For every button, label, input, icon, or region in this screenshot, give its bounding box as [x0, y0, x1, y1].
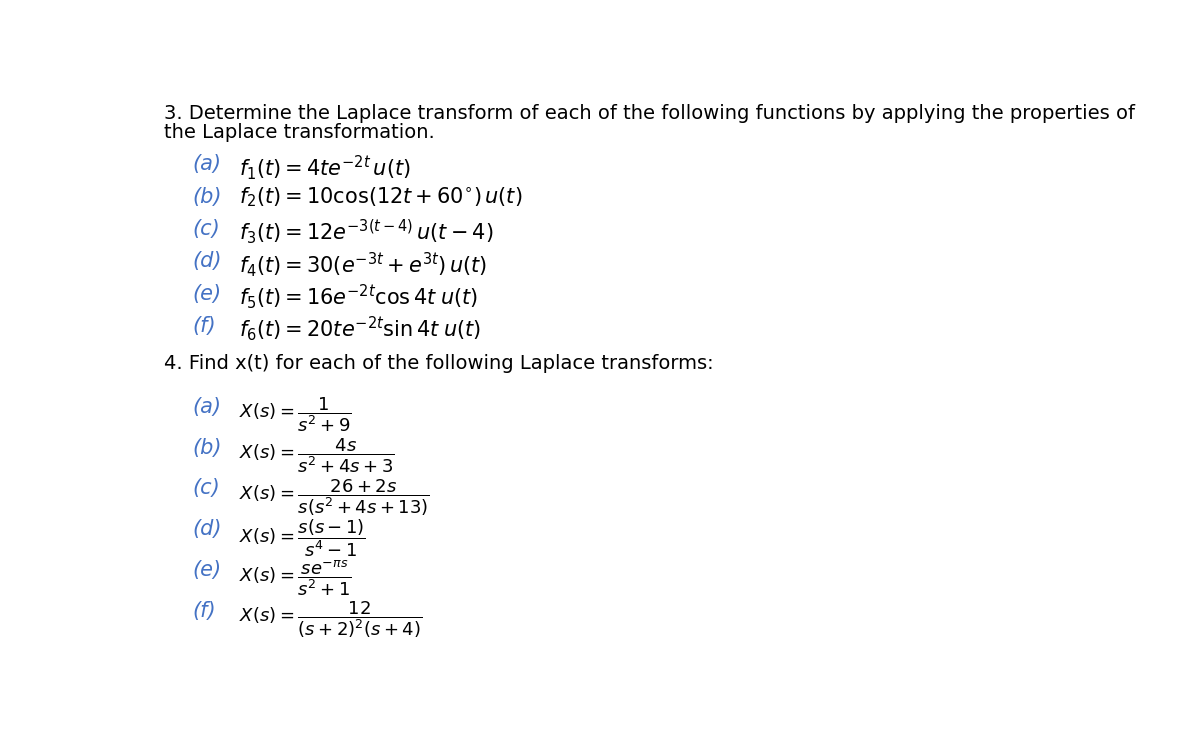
- Text: (c): (c): [193, 478, 221, 498]
- Text: (c): (c): [193, 219, 221, 239]
- Text: $f_2(t) = 10\cos(12t + 60^{\circ})\, u(t)$: $f_2(t) = 10\cos(12t + 60^{\circ})\, u(t…: [239, 185, 523, 209]
- Text: $f_1(t) = 4te^{-2t}\, u(t)$: $f_1(t) = 4te^{-2t}\, u(t)$: [239, 153, 410, 181]
- Text: $X(s) = \dfrac{12}{(s+2)^2(s+4)}$: $X(s) = \dfrac{12}{(s+2)^2(s+4)}$: [239, 599, 422, 640]
- Text: (f): (f): [193, 601, 216, 621]
- Text: $f_4(t) = 30(e^{-3t} + e^{3t})\, u(t)$: $f_4(t) = 30(e^{-3t} + e^{3t})\, u(t)$: [239, 250, 487, 279]
- Text: (e): (e): [193, 560, 222, 580]
- Text: $X(s) = \dfrac{s(s-1)}{s^4-1}$: $X(s) = \dfrac{s(s-1)}{s^4-1}$: [239, 518, 366, 559]
- Text: (a): (a): [193, 397, 222, 417]
- Text: 4. Find x(t) for each of the following Laplace transforms:: 4. Find x(t) for each of the following L…: [164, 355, 714, 373]
- Text: $X(s) = \dfrac{se^{-\pi s}}{s^2+1}$: $X(s) = \dfrac{se^{-\pi s}}{s^2+1}$: [239, 559, 352, 599]
- Text: 3. Determine the Laplace transform of each of the following functions by applyin: 3. Determine the Laplace transform of ea…: [164, 104, 1135, 123]
- Text: $X(s) = \dfrac{4s}{s^2+4s+3}$: $X(s) = \dfrac{4s}{s^2+4s+3}$: [239, 436, 395, 475]
- Text: $X(s) = \dfrac{1}{s^2+9}$: $X(s) = \dfrac{1}{s^2+9}$: [239, 395, 352, 434]
- Text: (b): (b): [193, 437, 222, 458]
- Text: $f_3(t) = 12e^{-3(t-4)}\, u(t-4)$: $f_3(t) = 12e^{-3(t-4)}\, u(t-4)$: [239, 218, 493, 246]
- Text: (f): (f): [193, 316, 216, 336]
- Text: $X(s) = \dfrac{26+2s}{s(s^2+4s+13)}$: $X(s) = \dfrac{26+2s}{s(s^2+4s+13)}$: [239, 477, 430, 517]
- Text: (b): (b): [193, 187, 222, 206]
- Text: (d): (d): [193, 520, 222, 539]
- Text: (a): (a): [193, 154, 222, 174]
- Text: the Laplace transformation.: the Laplace transformation.: [164, 123, 434, 142]
- Text: $f_6(t) = 20te^{-2t}\sin 4t\; u(t)$: $f_6(t) = 20te^{-2t}\sin 4t\; u(t)$: [239, 315, 481, 343]
- Text: (e): (e): [193, 284, 222, 303]
- Text: $f_5(t) = 16e^{-2t}\cos 4t\; u(t)$: $f_5(t) = 16e^{-2t}\cos 4t\; u(t)$: [239, 282, 479, 311]
- Text: (d): (d): [193, 252, 222, 271]
